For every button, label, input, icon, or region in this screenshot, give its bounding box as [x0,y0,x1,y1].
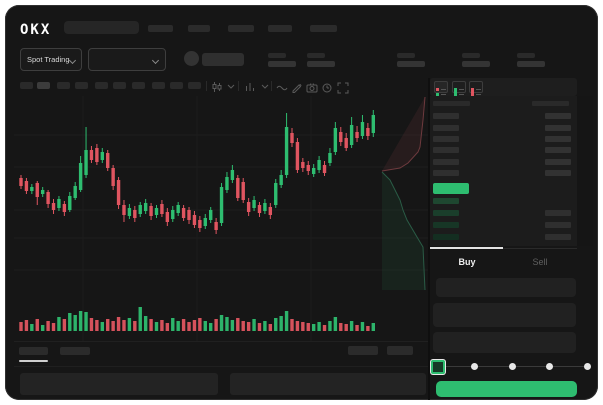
depth-chart [381,96,426,291]
nav-item-4[interactable] [268,25,292,32]
bid-price-1[interactable] [433,198,459,204]
price-input[interactable] [436,278,576,297]
candlestick-chart[interactable] [14,96,428,342]
search-input[interactable] [64,21,139,34]
orderbook-col-header [433,101,470,106]
nav-item-5[interactable] [310,25,337,32]
orderbook-toolbar [430,78,577,96]
nav-item-2[interactable] [188,25,210,32]
stat-value-4 [462,61,490,67]
stat-label-3 [397,53,415,58]
bid-size-2[interactable] [545,210,571,216]
ask-size-3[interactable] [545,136,571,142]
pair-selector-dropdown[interactable] [88,48,166,71]
slider-stop-5[interactable] [583,363,591,370]
tab-buy[interactable]: Buy [458,257,476,267]
slider-stop-3[interactable] [508,363,516,370]
okx-logo: OKX [20,22,52,38]
timeframe-button-7[interactable] [132,82,145,89]
slider-stop-2[interactable] [471,363,478,370]
chevron-down-icon [153,57,159,63]
app-window: OKX Spot Trading [5,5,598,400]
timeframe-button-4[interactable] [75,82,88,89]
timeframe-button-1[interactable] [20,82,33,89]
ask-price-3[interactable] [433,136,459,142]
ask-size-6[interactable] [545,170,571,176]
fullscreen-icon[interactable] [337,82,349,94]
camera-icon[interactable] [306,82,318,94]
settings-icon[interactable] [321,82,333,94]
timeframe-button-10[interactable] [188,82,201,89]
stat-value-2 [307,61,335,67]
ask-price-6[interactable] [433,170,459,176]
bid-price-4[interactable] [433,234,459,240]
book-combined-icon[interactable] [434,81,448,96]
active-tab-underline [19,360,48,362]
ask-size-2[interactable] [545,125,571,131]
wave-icon[interactable] [276,82,288,94]
coin-avatar [184,51,199,66]
ask-size-1[interactable] [545,113,571,119]
bid-price-3[interactable] [433,222,459,228]
stat-label-1 [268,53,286,58]
bid-size-3[interactable] [545,222,571,228]
ask-size-5[interactable] [545,159,571,165]
tab-sell[interactable]: Sell [532,257,548,267]
draw-icon[interactable] [291,81,303,93]
stat-value-3 [397,61,425,67]
last-price-badge[interactable] [433,183,469,194]
stat-value-5 [517,61,545,67]
indicators-icon[interactable] [244,81,256,93]
ask-price-2[interactable] [433,125,459,131]
nav-item-1[interactable] [148,25,173,32]
orderbook-col-header [532,101,569,106]
history-panel [230,373,426,395]
bottom-action-2[interactable] [387,346,413,355]
nav-item-3[interactable] [228,25,254,32]
product-type-dropdown[interactable]: Spot Trading [20,48,82,71]
timeframe-button-8[interactable] [152,82,165,89]
timeframe-button-5[interactable] [95,82,108,89]
chevron-down-icon [70,57,75,63]
stat-label-2 [307,53,325,58]
timeframe-button-3[interactable] [57,82,70,89]
ask-price-5[interactable] [433,159,459,165]
stat-value-1 [268,61,296,67]
ask-price-4[interactable] [433,147,459,153]
chevron-down-icon[interactable] [260,83,272,95]
book-asks-icon[interactable] [469,81,483,96]
chevron-down-icon[interactable] [226,83,238,95]
timeframe-button-2[interactable] [37,82,50,89]
candle-type-icon[interactable] [211,81,223,93]
orders-panel [20,373,218,395]
bid-price-2[interactable] [433,210,459,216]
ask-price-1[interactable] [433,113,459,119]
total-input[interactable] [433,332,576,353]
slider-handle[interactable] [431,360,445,374]
amount-input[interactable] [433,303,576,327]
book-bids-icon[interactable] [452,81,466,96]
bid-size-4[interactable] [545,234,571,240]
bottom-action-1[interactable] [348,346,378,355]
pair-name-placeholder[interactable] [202,53,244,66]
slider-stop-4[interactable] [546,363,553,370]
ask-size-4[interactable] [545,147,571,153]
timeframe-button-9[interactable] [170,82,183,89]
bottom-tab-1[interactable] [19,347,48,355]
product-type-label: Spot Trading [27,55,70,64]
buy-tab-indicator [430,247,503,249]
bottom-tab-2[interactable] [60,347,90,355]
stat-label-5 [517,53,535,58]
buy-cta-button[interactable] [436,381,577,397]
stat-label-4 [462,53,480,58]
timeframe-button-6[interactable] [113,82,126,89]
panel-divider [428,78,430,400]
